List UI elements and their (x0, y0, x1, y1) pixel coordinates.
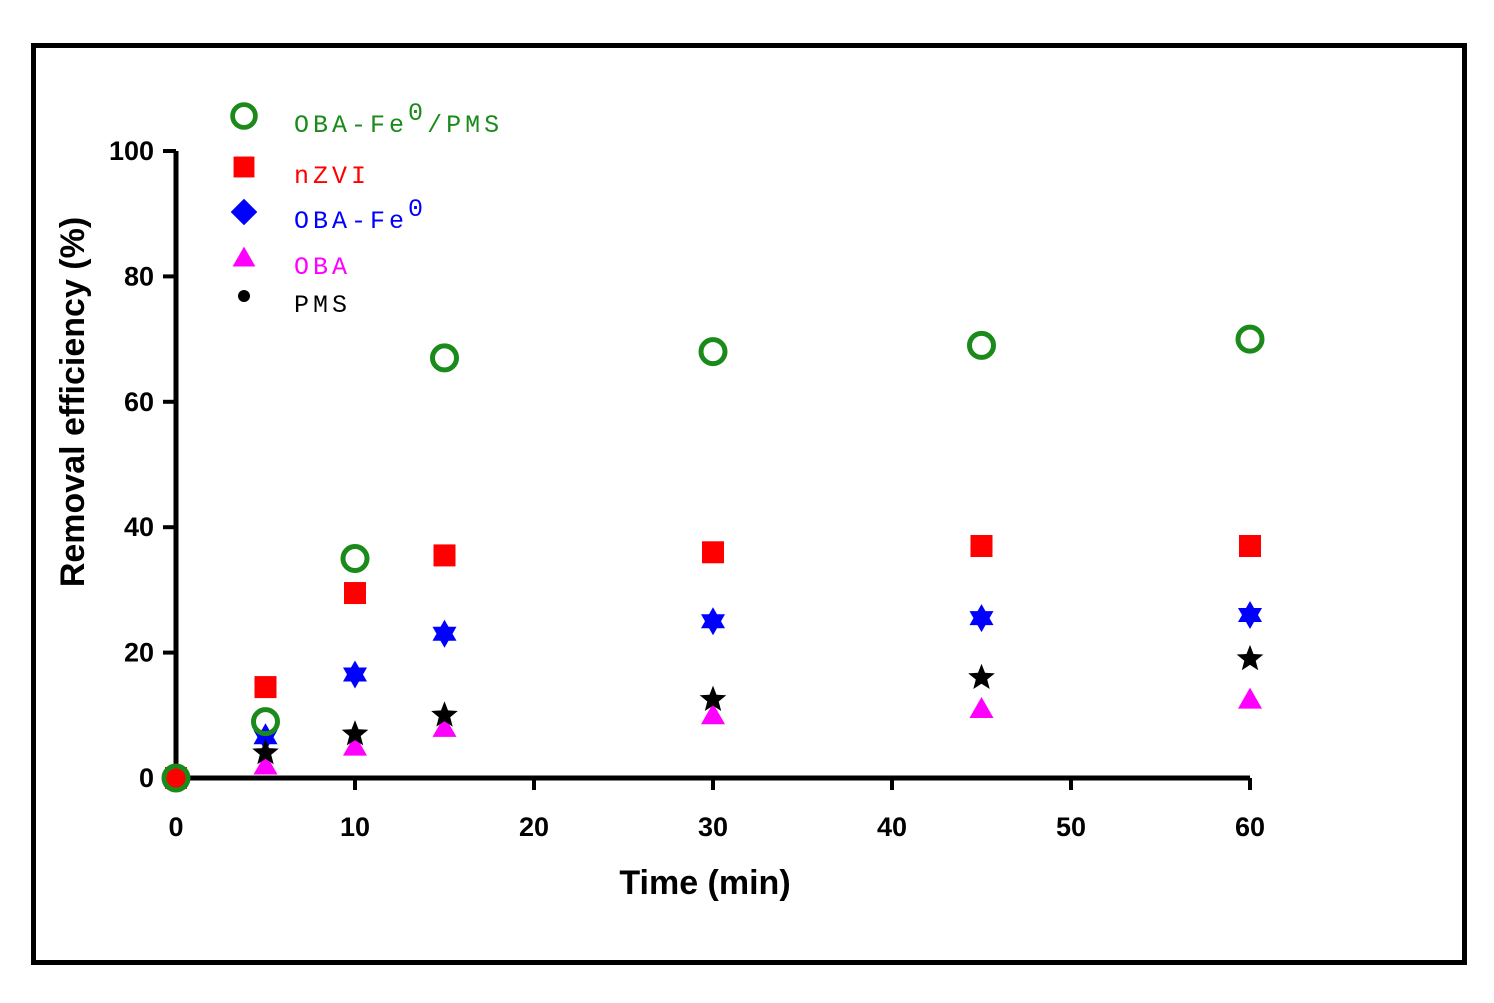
point-oba (253, 753, 278, 775)
legend-marker-nzvi (233, 156, 255, 178)
legend-item-pms: PMS (238, 290, 351, 320)
point-oba-fe0-pms (251, 707, 280, 737)
point-pms (431, 701, 458, 727)
point-oba (969, 697, 994, 719)
y-tick-label: 40 (124, 512, 154, 542)
point-nzvi (165, 767, 187, 789)
point-pms (968, 663, 995, 689)
legend-item-oba-fe0-pms: OBA-Fe0/PMS (230, 99, 503, 140)
point-oba (1238, 687, 1262, 709)
point-oba-fe0-pms (340, 544, 370, 574)
point-pms (699, 685, 727, 711)
y-tick-label: 80 (124, 261, 154, 291)
y-axis-title: Removal efficiency (%) (54, 217, 92, 587)
point-oba-fe0 (701, 607, 725, 636)
point-oba-fe0 (432, 619, 457, 648)
point-nzvi (702, 541, 724, 564)
legend-item-oba-fe0: OBA-Fe0 (230, 195, 427, 236)
point-pms (1236, 644, 1264, 671)
legend: OBA-Fe0/PMS nZVI OBA-Fe0 OBA PMS (230, 99, 503, 320)
point-oba-fe0-part (969, 611, 994, 633)
point-nzvi (1239, 535, 1261, 558)
x-tick-label: 50 (1056, 812, 1086, 842)
legend-label-oba-fe0: OBA-Fe0 (294, 195, 427, 236)
legend-label-pms: PMS (294, 291, 351, 320)
x-axis-title: Time (min) (619, 864, 790, 902)
legend-marker-oba (232, 246, 256, 267)
point-oba-fe0-pms (161, 763, 191, 793)
point-nzvi (344, 582, 366, 605)
ticks: 0 20 40 60 80 100 0 10 20 30 40 50 60 (109, 136, 1265, 842)
legend-label-oba: OBA (294, 253, 351, 282)
legend-item-oba: OBA (232, 246, 351, 282)
point-oba (432, 715, 457, 737)
point-oba-fe0-part (432, 626, 457, 648)
x-tick-label: 60 (1235, 812, 1265, 842)
point-oba (343, 734, 367, 756)
x-tick-label: 0 (168, 812, 183, 842)
x-tick-label: 30 (698, 812, 728, 842)
legend-marker-pms (238, 290, 250, 302)
point-nzvi (254, 676, 277, 699)
y-tick-label: 0 (139, 763, 154, 793)
x-tick-label: 20 (519, 812, 549, 842)
point-oba (701, 703, 725, 725)
point-nzvi (433, 544, 456, 567)
point-oba-fe0-pms (1235, 324, 1265, 354)
point-oba-fe0 (343, 660, 367, 689)
x-tick-label: 40 (877, 812, 907, 842)
legend-item-nzvi: nZVI (233, 156, 370, 191)
point-oba-fe0-pms (430, 343, 459, 373)
chart-frame (31, 43, 1467, 965)
x-tick-label: 10 (340, 812, 370, 842)
point-oba-fe0 (1238, 600, 1262, 629)
axes (173, 151, 1250, 781)
y-tick-label: 100 (109, 136, 154, 166)
data-points (161, 324, 1265, 793)
legend-marker-oba-fe0-pms (230, 102, 258, 130)
legend-marker-oba-fe0 (230, 198, 258, 226)
point-oba-fe0 (969, 604, 994, 633)
point-oba-fe0-pms (967, 330, 996, 360)
point-oba-fe0-pms (698, 337, 728, 367)
point-nzvi (970, 535, 993, 558)
y-tick-label: 20 (124, 638, 154, 668)
point-oba-fe0-part (1238, 607, 1262, 629)
point-oba-fe0-part (701, 614, 725, 636)
point-pms (252, 738, 279, 765)
legend-label-oba-fe0-pms: OBA-Fe0/PMS (294, 99, 503, 140)
legend-label-nzvi: nZVI (294, 162, 370, 191)
y-tick-label: 60 (124, 387, 154, 417)
point-oba-fe0-part (343, 667, 367, 689)
point-pms (341, 720, 369, 746)
